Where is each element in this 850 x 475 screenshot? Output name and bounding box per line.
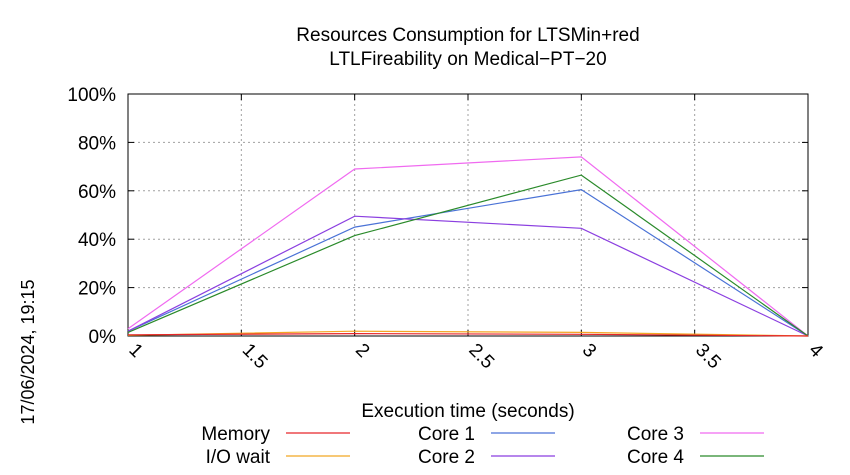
x-tick-label: 4 xyxy=(804,340,827,363)
chart-title-line1: Resources Consumption for LTSMin+red xyxy=(296,25,639,46)
x-tick-label: 2.5 xyxy=(464,340,498,374)
series-line-i-o-wait xyxy=(127,330,809,337)
y-axis-ticks: 0% 20% 40% 60% 80% 100% xyxy=(67,85,808,348)
y-tick-label: 0% xyxy=(89,327,117,348)
series-line-core-4 xyxy=(127,174,809,337)
y-tick-label: 20% xyxy=(78,279,116,300)
series-line-memory xyxy=(127,333,809,337)
series-line-core-1 xyxy=(127,188,809,337)
grid-lines xyxy=(128,94,808,336)
series-line-core-2 xyxy=(127,215,809,337)
legend-label-core-4: Core 4 xyxy=(627,447,684,468)
x-tick-label: 3 xyxy=(578,340,600,362)
chart-title-line2: LTLFireability on Medical−PT−20 xyxy=(329,49,606,70)
legend-label-core-2: Core 2 xyxy=(418,447,475,468)
legend-label-i-o-wait: I/O wait xyxy=(206,447,271,468)
y-tick-label: 100% xyxy=(67,85,116,106)
x-tick-label: 3.5 xyxy=(691,340,725,374)
y-tick-label: 60% xyxy=(78,182,116,203)
x-axis-label: Execution time (seconds) xyxy=(361,401,574,422)
timestamp-label: 17/06/2024, 19:15 xyxy=(18,279,38,424)
legend-label-memory: Memory xyxy=(201,424,270,445)
series-line-core-3 xyxy=(127,156,809,337)
x-tick-label: 2 xyxy=(351,340,373,362)
series-lines xyxy=(127,156,809,337)
legend-label-core-1: Core 1 xyxy=(418,424,475,445)
y-tick-label: 40% xyxy=(78,230,116,251)
y-tick-label: 80% xyxy=(78,133,116,154)
legend-label-core-3: Core 3 xyxy=(627,424,684,445)
x-tick-label: 1 xyxy=(124,340,146,362)
x-tick-label: 1.5 xyxy=(238,340,272,374)
